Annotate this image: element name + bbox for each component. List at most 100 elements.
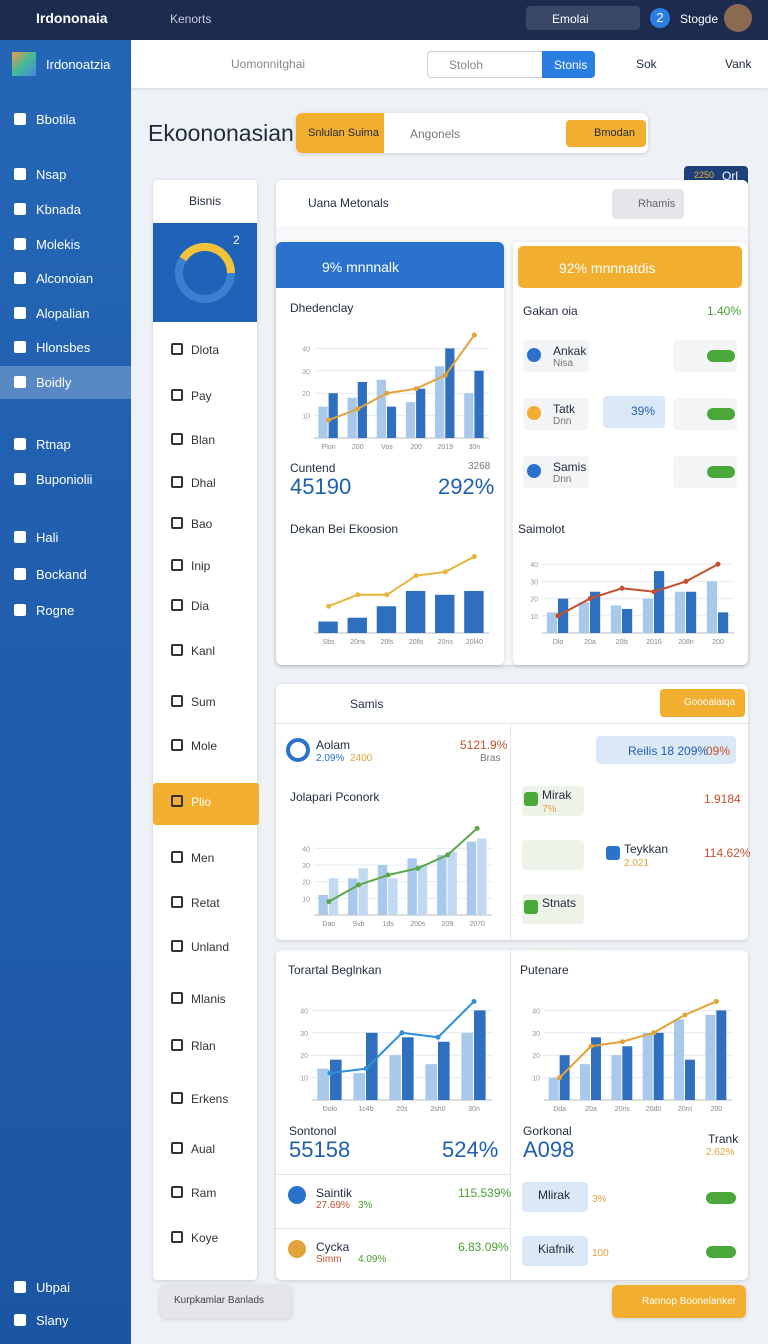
- search-button[interactable]: [542, 51, 595, 78]
- field[interactable]: Uomonnitghai: [231, 57, 306, 71]
- icon: [171, 992, 183, 1004]
- subnav-item[interactable]: Plio: [191, 795, 212, 809]
- tile-name: Samis: [553, 460, 587, 474]
- subnav-item[interactable]: Men: [191, 851, 215, 865]
- sidebar-item[interactable]: Slany: [36, 1313, 69, 1328]
- subnav-item[interactable]: Sum: [191, 695, 216, 709]
- search-button-label[interactable]: Stonis: [554, 58, 588, 72]
- filter[interactable]: [612, 189, 684, 219]
- bar: [366, 1032, 378, 1100]
- line-point: [683, 578, 689, 584]
- line-point: [384, 390, 390, 396]
- panel-button-label[interactable]: Goooalaiqa: [684, 697, 736, 708]
- link[interactable]: Vank: [725, 57, 752, 71]
- subnav-item[interactable]: Mole: [191, 739, 218, 753]
- tile[interactable]: [522, 1236, 588, 1266]
- active-item[interactable]: [153, 783, 259, 825]
- row-name: Mlirak: [538, 1188, 570, 1202]
- subnav-item[interactable]: Unland: [191, 940, 230, 954]
- sidebar: Irdonoatzia Bbotila Nsap Kbnada Molekis Alco…: [0, 40, 131, 1344]
- icon: [524, 792, 538, 806]
- subnav-item[interactable]: Retat: [191, 896, 220, 910]
- subnav-item[interactable]: Mlanis: [191, 992, 226, 1006]
- row-name: Cycka: [316, 1240, 350, 1254]
- tile[interactable]: [522, 840, 584, 870]
- tile-sub: Dnn: [553, 474, 572, 485]
- line-point: [619, 1039, 625, 1045]
- subnav-item[interactable]: Koye: [191, 1231, 219, 1245]
- user[interactable]: Stogde: [680, 12, 719, 26]
- sidebar-item[interactable]: Molekis: [36, 237, 81, 252]
- bar: [358, 868, 368, 915]
- panel-search[interactable]: Uana Metonals: [308, 196, 389, 210]
- avatar[interactable]: [724, 4, 752, 32]
- panel-search[interactable]: Samis: [350, 697, 384, 711]
- subnav-item[interactable]: Kanl: [191, 644, 216, 658]
- line-point: [355, 406, 361, 412]
- divider: [276, 1174, 510, 1175]
- bar: [357, 382, 367, 438]
- panel-button[interactable]: [660, 689, 745, 717]
- tile[interactable]: [603, 396, 665, 428]
- icon: [171, 695, 183, 707]
- bar: [435, 366, 445, 438]
- icon: [171, 389, 183, 401]
- subnav-item[interactable]: Inip: [191, 559, 211, 573]
- sidebar-item[interactable]: Bbotila: [36, 112, 76, 127]
- footer-button[interactable]: Kurpkamlar Banlads: [160, 1285, 292, 1318]
- filter-label[interactable]: Rhamis: [638, 198, 676, 210]
- bottom-button[interactable]: Rannop Boonelanker: [612, 1285, 746, 1318]
- button[interactable]: [526, 6, 640, 30]
- icon: [171, 343, 183, 355]
- tab-label[interactable]: Snlulan Suima: [308, 127, 379, 139]
- sidebar-item[interactable]: Rogne: [36, 603, 75, 618]
- x-tick-label: 208n: [678, 639, 694, 646]
- icon: [171, 1142, 183, 1154]
- subnav-item[interactable]: Blan: [191, 433, 216, 447]
- tab-button-label[interactable]: Bmodan: [594, 127, 635, 139]
- stat-percent: 524%: [442, 1137, 499, 1162]
- sidebar-item[interactable]: Nsap: [36, 167, 67, 182]
- sidebar-item[interactable]: Hlonsbes: [36, 340, 91, 355]
- bottom-button-label[interactable]: Rannop Boonelanker: [642, 1296, 736, 1307]
- search-placeholder[interactable]: Stoloh: [449, 58, 484, 72]
- tile-icon: [527, 406, 541, 420]
- chart: Dekan Bei Ekoosion Sbs 20ns 20ls 20lls 20ns 20…: [290, 522, 489, 646]
- subnav-item[interactable]: Ram: [191, 1186, 217, 1200]
- chart: Dhedenclay 10 20 30 40 Plon 200 Vos 200 2019 30n: [290, 301, 489, 451]
- sidebar-item[interactable]: Kbnada: [36, 202, 81, 217]
- row-value: 1.9184: [704, 792, 741, 806]
- subnav-item[interactable]: Erkens: [191, 1092, 229, 1106]
- sidebar-item[interactable]: Rtnap: [36, 437, 71, 452]
- subnav-item[interactable]: Pay: [191, 389, 212, 403]
- tab-input[interactable]: Angonels: [410, 127, 461, 141]
- subnav-item[interactable]: Rlan: [191, 1039, 216, 1053]
- sidebar-item[interactable]: Bockand: [36, 567, 87, 582]
- icon: [286, 738, 310, 762]
- footer-label[interactable]: Kurpkamlar Banlads: [174, 1295, 265, 1306]
- subnav-item[interactable]: Dlota: [191, 343, 220, 357]
- sidebar-item[interactable]: Ubpai: [36, 1280, 70, 1295]
- x-tick-label: 1ds: [383, 921, 395, 928]
- subnav-item[interactable]: Bao: [191, 517, 213, 531]
- search[interactable]: Kenorts: [170, 12, 212, 26]
- sidebar-item[interactable]: Alopalian: [36, 306, 90, 321]
- y-tick-label: 40: [532, 1008, 540, 1015]
- x-tick-label: 200: [710, 1106, 722, 1113]
- tile-icon: [527, 348, 541, 362]
- tile-sub: Nisa: [553, 358, 574, 369]
- sidebar-item[interactable]: Boidly: [36, 375, 72, 390]
- line-point: [557, 1075, 563, 1081]
- sidebar-item[interactable]: Buponiolii: [36, 472, 93, 487]
- sidebar-item[interactable]: Hali: [36, 530, 59, 545]
- tile[interactable]: [522, 1182, 588, 1212]
- tab-active[interactable]: [296, 113, 384, 153]
- sidebar-item[interactable]: Alconoian: [36, 271, 94, 286]
- tab-button[interactable]: [566, 120, 646, 147]
- subnav-item[interactable]: Dia: [191, 599, 210, 613]
- subnav-item[interactable]: Dhal: [191, 476, 216, 490]
- subnav-item[interactable]: Aual: [191, 1142, 216, 1156]
- link[interactable]: Sok: [636, 57, 657, 71]
- button-label[interactable]: Emolai: [552, 12, 589, 26]
- bar: [474, 1010, 486, 1100]
